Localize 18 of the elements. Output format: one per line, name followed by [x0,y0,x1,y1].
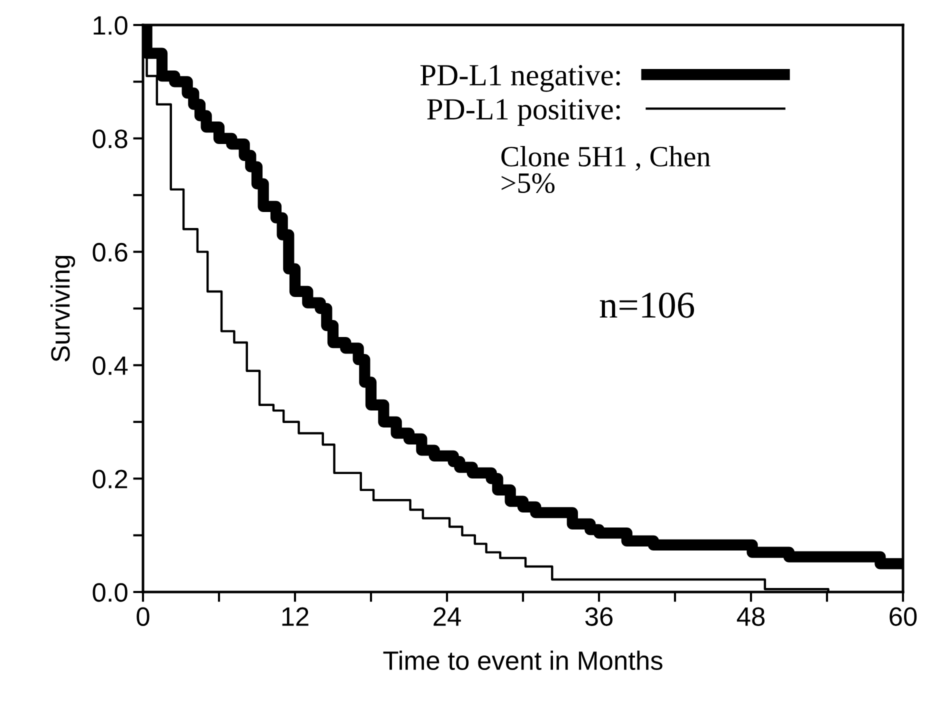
y-tick-label: 0.6 [92,242,128,262]
x-tick-label: 0 [136,607,150,626]
legend-label: PD-L1 negative: [420,64,620,92]
x-tick-label: 12 [282,607,308,626]
y-axis-title: Surviving [50,256,76,362]
x-tick-label: 60 [890,607,917,626]
legend-label: PD-L1 positive: [427,99,620,126]
y-tick-label: 0.8 [92,130,128,148]
y-tick-label: 1.0 [94,16,128,35]
annotation: n=106 [600,292,694,318]
y-tick-label: 0.0 [92,583,128,602]
y-tick-label: 0.2 [92,470,128,488]
x-axis-title: Time to event in Months [383,650,662,670]
y-tick-label: 0.4 [92,356,128,376]
x-tick-label: 36 [585,607,613,626]
x-tick-label: 48 [736,607,765,626]
annotation: Clone 5H1 , Chen >5% [501,146,710,194]
x-tick-label: 24 [434,607,461,626]
